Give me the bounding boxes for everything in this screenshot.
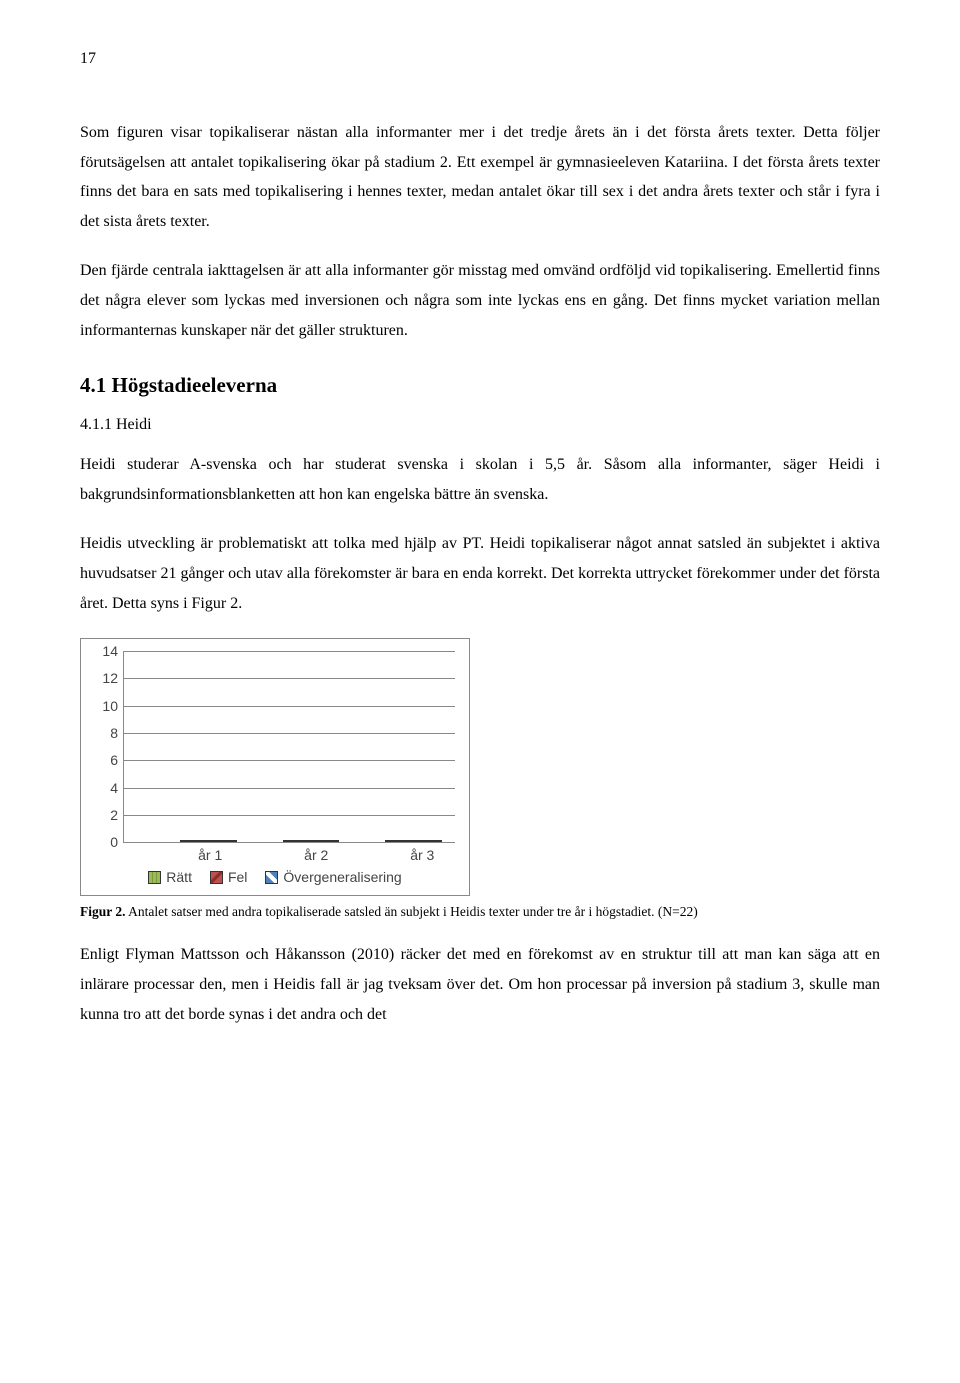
figure-2-caption-text: Antalet satser med andra topikaliserade …	[126, 904, 698, 919]
chart-legend: Rätt Fel Övergeneralisering	[91, 869, 459, 885]
chart-x-tick-label: år 2	[304, 847, 328, 863]
chart-legend-item: Övergeneralisering	[265, 869, 401, 885]
chart-legend-swatch	[265, 871, 278, 884]
paragraph-5: Enligt Flyman Mattsson och Håkansson (20…	[80, 940, 880, 1029]
chart-plot: 02468101214	[123, 651, 455, 843]
heading-section-4-1-1: 4.1.1 Heidi	[80, 416, 880, 434]
chart-y-tick-label: 14	[96, 643, 118, 659]
paragraph-3: Heidi studerar A-svenska och har studera…	[80, 450, 880, 509]
chart-legend-label: Fel	[228, 869, 247, 885]
chart-x-tick-label: år 1	[198, 847, 222, 863]
chart-gridline	[124, 788, 455, 789]
chart-legend-swatch	[148, 871, 161, 884]
figure-2-chart: 02468101214 år 1år 2år 3 RättFelÖvergene…	[80, 638, 470, 896]
chart-gridline	[124, 651, 455, 652]
figure-2-caption-label: Figur 2.	[80, 904, 126, 919]
chart-area: 02468101214 år 1 år 2 år 3	[117, 651, 459, 861]
chart-gridline	[124, 760, 455, 761]
chart-legend-item: Fel	[210, 869, 247, 885]
chart-gridline	[124, 815, 455, 816]
chart-y-tick-label: 6	[96, 752, 118, 768]
page: 17 Som figuren visar topikaliserar nästa…	[0, 0, 960, 1069]
chart-bar-segment	[385, 840, 441, 842]
chart-y-tick-label: 4	[96, 780, 118, 796]
chart-bar-segment	[180, 840, 236, 842]
chart-legend-item: Rätt	[148, 869, 192, 885]
figure-2-caption: Figur 2. Antalet satser med andra topika…	[80, 902, 880, 922]
paragraph-1: Som figuren visar topikaliserar nästan a…	[80, 118, 880, 236]
paragraph-4: Heidis utveckling är problematiskt att t…	[80, 529, 880, 618]
chart-gridline	[124, 706, 455, 707]
chart-legend-label: Rätt	[166, 869, 192, 885]
chart-y-tick-label: 10	[96, 698, 118, 714]
chart-bar-segment	[283, 840, 339, 842]
page-number: 17	[80, 50, 880, 68]
chart-y-tick-label: 2	[96, 807, 118, 823]
paragraph-2: Den fjärde centrala iakttagelsen är att …	[80, 256, 880, 345]
chart-x-tick-label: år 3	[410, 847, 434, 863]
chart-legend-swatch	[210, 871, 223, 884]
chart-gridline	[124, 733, 455, 734]
chart-y-tick-label: 12	[96, 670, 118, 686]
heading-section-4-1: 4.1 Högstadieeleverna	[80, 373, 880, 398]
chart-gridline	[124, 678, 455, 679]
chart-legend-label: Övergeneralisering	[283, 869, 401, 885]
chart-y-tick-label: 8	[96, 725, 118, 741]
chart-y-tick-label: 0	[96, 834, 118, 850]
